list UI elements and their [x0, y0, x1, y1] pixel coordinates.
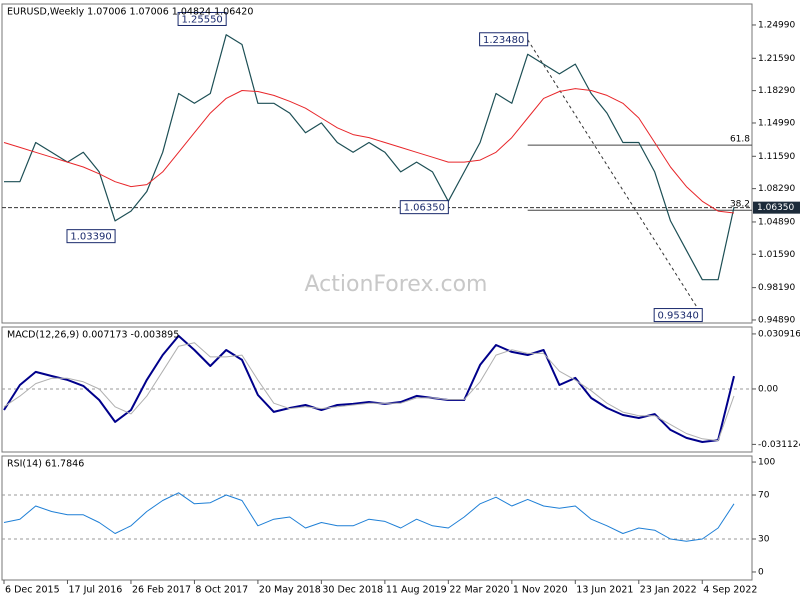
y-tick-label: 70	[758, 491, 770, 501]
x-tick-label: 6 Dec 2015	[5, 585, 60, 596]
trend-line	[527, 39, 703, 316]
panel-title: MACD(12,26,9) 0.007173 -0.003895	[7, 330, 179, 341]
series-line	[3, 334, 735, 443]
x-tick-label: 22 Mar 2020	[449, 585, 509, 596]
panel-title: RSI(14) 61.7846	[7, 459, 84, 470]
y-tick-label: 1.11590	[758, 152, 795, 162]
y-tick-label: -0.031124	[758, 440, 800, 450]
x-tick-label: 17 Jul 2016	[68, 585, 122, 596]
panel-frame	[1, 326, 753, 453]
price-label-box	[177, 11, 227, 26]
price-label: 1.23480	[483, 35, 524, 46]
price-label-box	[66, 229, 116, 244]
series-line	[3, 492, 735, 542]
price-label-box	[479, 32, 529, 47]
x-tick-label: 4 Sep 2022	[703, 585, 757, 596]
x-tick-label: 11 Aug 2019	[386, 585, 447, 596]
series-line	[3, 88, 735, 214]
x-tick-label: 1 Nov 2020	[513, 585, 568, 596]
y-tick-label: 0.94890	[758, 315, 795, 325]
price-label: 1.03390	[70, 232, 111, 243]
y-tick-label: 0.00	[758, 384, 778, 394]
fib-label: 38.2	[730, 200, 750, 210]
watermark: ActionForex.com	[305, 272, 488, 297]
y-tick-label: 0.98190	[758, 283, 795, 293]
x-tick-label: 20 May 2018	[259, 585, 321, 596]
series-line	[3, 342, 735, 442]
x-tick-label: 26 Feb 2017	[132, 585, 191, 596]
price-label: 0.95340	[658, 311, 699, 322]
x-tick-label: 13 Jun 2021	[576, 585, 633, 596]
y-tick-label: 1.18290	[758, 86, 795, 96]
price-label: 1.25550	[181, 14, 222, 25]
price-label-box	[653, 308, 703, 323]
x-tick-label: 8 Oct 2017	[195, 585, 248, 596]
price-label: 1.06350	[404, 203, 445, 214]
price-tag	[753, 201, 800, 214]
x-tick-label: 23 Jan 2022	[640, 585, 697, 596]
y-tick-label: 0.030916	[758, 329, 800, 339]
series-line	[4, 34, 735, 281]
y-tick-label: 1.14990	[758, 118, 795, 128]
panel-title: EURUSD,Weekly 1.07006 1.07006 1.04824 1.…	[7, 7, 253, 18]
y-tick-label: 30	[758, 534, 770, 544]
price-label-box	[399, 200, 449, 215]
y-tick-label: 0	[758, 567, 764, 577]
y-tick-label: 1.21590	[758, 54, 795, 64]
price-tag-label: 1.06350	[757, 203, 794, 213]
x-tick-label: 30 Dec 2018	[322, 585, 383, 596]
panel-frame	[1, 455, 753, 581]
y-tick-label: 1.08290	[758, 184, 795, 194]
y-tick-label: 1.01590	[758, 250, 795, 260]
y-tick-label: 1.04890	[758, 217, 795, 227]
y-tick-label: 1.24990	[758, 20, 795, 30]
y-tick-label: 100	[758, 458, 775, 468]
fib-label: 61.8	[730, 135, 750, 145]
panel-frame	[1, 3, 753, 324]
